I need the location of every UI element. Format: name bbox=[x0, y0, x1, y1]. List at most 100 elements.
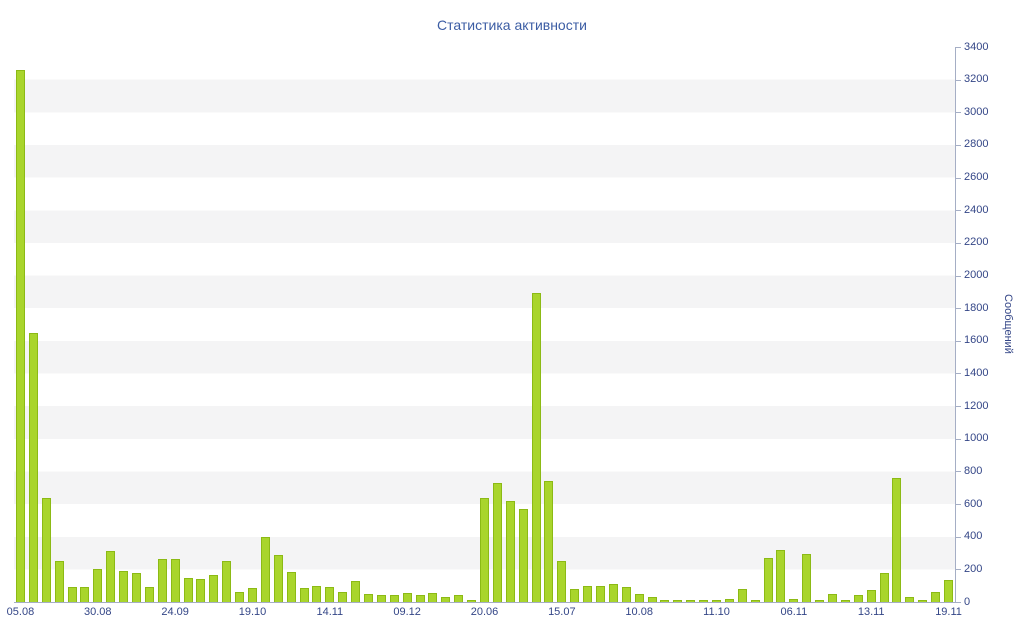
bar bbox=[119, 571, 129, 602]
y-tick bbox=[956, 47, 961, 48]
bar bbox=[660, 600, 670, 602]
bar bbox=[944, 580, 954, 602]
x-tick-label: 06.11 bbox=[780, 606, 808, 618]
y-tick bbox=[956, 112, 961, 114]
bar bbox=[853, 595, 863, 602]
y-tick bbox=[956, 242, 961, 244]
y-tick bbox=[956, 275, 961, 277]
bar bbox=[41, 498, 51, 602]
bar bbox=[273, 555, 283, 602]
bar bbox=[93, 569, 103, 602]
y-axis-line bbox=[955, 47, 956, 603]
y-tick bbox=[956, 308, 961, 310]
y-tick-label: 0 bbox=[964, 595, 971, 608]
y-tick-label: 600 bbox=[964, 497, 983, 510]
y-tick-label: 1600 bbox=[964, 334, 989, 347]
bar bbox=[15, 70, 25, 602]
x-tick-label: 14.11 bbox=[316, 606, 344, 618]
bar bbox=[673, 600, 683, 602]
bar bbox=[712, 600, 722, 602]
bar bbox=[583, 586, 593, 602]
bar bbox=[415, 595, 425, 602]
bar bbox=[570, 589, 580, 602]
bar bbox=[634, 594, 644, 602]
bar bbox=[54, 561, 64, 602]
bar bbox=[428, 593, 438, 602]
y-tick bbox=[956, 210, 961, 212]
y-tick-label: 1000 bbox=[964, 432, 989, 445]
x-axis-labels: 05.08 30.08 24.09 19.10 14.11 09.12 20.06 15.07… bbox=[7, 606, 962, 622]
plot-area bbox=[14, 47, 955, 602]
bar bbox=[737, 589, 747, 602]
bar bbox=[892, 478, 902, 602]
bar bbox=[247, 588, 257, 602]
x-tick-label: 10.08 bbox=[625, 606, 653, 618]
bar bbox=[505, 501, 515, 602]
bar bbox=[106, 551, 116, 602]
bar bbox=[815, 600, 825, 602]
bar bbox=[286, 572, 296, 602]
bar bbox=[531, 293, 541, 602]
bar bbox=[222, 561, 232, 602]
y-tick-label: 800 bbox=[964, 464, 983, 477]
y-tick-label: 3200 bbox=[964, 73, 989, 86]
bar bbox=[866, 590, 876, 602]
chart-title: Статистика активности bbox=[437, 17, 587, 33]
bar bbox=[905, 597, 915, 602]
y-tick bbox=[956, 438, 961, 440]
bar bbox=[325, 587, 335, 602]
y-tick-label: 2600 bbox=[964, 171, 989, 184]
bar bbox=[299, 588, 309, 602]
bar bbox=[454, 595, 464, 602]
y-tick bbox=[956, 144, 961, 146]
y-tick bbox=[956, 79, 961, 81]
y-tick bbox=[956, 504, 961, 506]
y-tick bbox=[956, 340, 961, 342]
y-tick-label: 3400 bbox=[964, 40, 989, 53]
y-tick bbox=[956, 373, 961, 375]
bar bbox=[518, 509, 528, 602]
bar bbox=[144, 587, 154, 602]
bar bbox=[209, 575, 219, 602]
y-tick bbox=[956, 406, 961, 408]
y-tick-label: 2200 bbox=[964, 236, 989, 249]
y-tick-label: 2400 bbox=[964, 203, 989, 216]
x-tick-label: 15.07 bbox=[548, 606, 576, 618]
bar bbox=[157, 559, 167, 602]
x-tick-label: 19.11 bbox=[935, 606, 962, 618]
bar bbox=[596, 586, 605, 602]
bar bbox=[441, 597, 451, 602]
x-tick-label: 09.12 bbox=[393, 606, 421, 618]
y-tick-label: 2800 bbox=[964, 138, 989, 151]
y-tick-label: 1800 bbox=[964, 301, 989, 314]
bar bbox=[363, 594, 373, 602]
y-tick-label: 2000 bbox=[964, 269, 989, 282]
bar bbox=[235, 592, 245, 602]
x-tick-label: 20.06 bbox=[470, 606, 499, 618]
y-tick-label: 200 bbox=[964, 562, 983, 575]
bar bbox=[351, 581, 361, 602]
bar bbox=[686, 600, 696, 602]
y-tick-label: 1400 bbox=[964, 366, 989, 379]
bar bbox=[776, 550, 786, 602]
bar bbox=[338, 592, 348, 602]
bar bbox=[724, 599, 734, 602]
bar bbox=[170, 559, 180, 602]
bar bbox=[67, 587, 77, 602]
x-tick-label: 30.08 bbox=[84, 606, 112, 618]
bar bbox=[480, 498, 489, 602]
bar bbox=[931, 592, 941, 602]
y-axis-title: Сообщений bbox=[1002, 294, 1014, 354]
y-tick bbox=[956, 569, 961, 571]
bar bbox=[492, 483, 502, 602]
bar bbox=[789, 599, 799, 602]
x-axis-line bbox=[14, 602, 956, 603]
x-tick-label: 13.11 bbox=[857, 606, 885, 618]
bar bbox=[389, 595, 399, 602]
x-tick-label: 19.10 bbox=[238, 606, 267, 618]
bar bbox=[544, 481, 554, 602]
bar bbox=[750, 600, 760, 602]
bar bbox=[467, 600, 477, 602]
bar bbox=[608, 584, 618, 602]
